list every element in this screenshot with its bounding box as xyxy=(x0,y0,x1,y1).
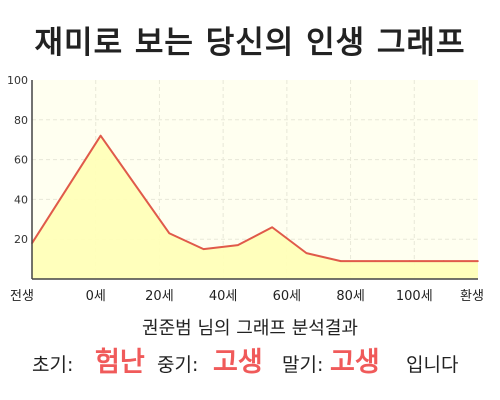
page-title: 재미로 보는 당신의 인생 그래프 xyxy=(34,25,466,61)
late-label: 말기: xyxy=(282,354,324,376)
summary-suffix: 님의 그래프 분석결과 xyxy=(197,318,358,339)
mid-value: 고생 xyxy=(213,347,263,378)
y-tick-label: 100 xyxy=(7,74,28,87)
data-point xyxy=(271,226,273,229)
y-tick-label: 60 xyxy=(14,154,28,167)
user-name: 권준범 xyxy=(142,318,192,339)
data-point xyxy=(99,134,102,137)
x-tick-label: 40세 xyxy=(209,289,238,304)
early-value: 험난 xyxy=(95,347,145,378)
late-value: 고생 xyxy=(330,347,380,378)
mid-label: 중기: xyxy=(157,354,199,376)
data-point xyxy=(339,260,342,262)
data-point xyxy=(168,232,171,235)
x-tick-label: 0세 xyxy=(86,289,106,304)
x-tick-label: 60세 xyxy=(273,289,302,304)
analysis-summary: 권준범 님의 그래프 분석결과 xyxy=(0,320,500,338)
life-area-fill xyxy=(32,135,478,279)
life-graph-chart: 20 40 60 80 100 전생 0세 20세 40세 60세 80세 100세 환생 xyxy=(7,74,484,304)
data-point xyxy=(374,260,376,262)
result-ending: 입니다 xyxy=(406,354,459,376)
y-tick-label: 40 xyxy=(14,193,28,206)
life-line xyxy=(31,134,478,263)
data-point xyxy=(477,260,479,262)
analysis-result: 초기: 험난 중기: 고생 말기: 고생 입니다 xyxy=(0,346,500,380)
data-point xyxy=(202,248,205,250)
data-point xyxy=(408,260,411,262)
x-tick-label: 20세 xyxy=(145,289,174,304)
x-tick-label: 환생 xyxy=(460,289,484,304)
early-label: 초기: xyxy=(32,354,74,376)
data-point xyxy=(237,244,239,246)
y-tick-label: 20 xyxy=(14,233,28,246)
data-point xyxy=(442,260,445,262)
y-tick-label: 80 xyxy=(14,114,28,127)
x-tick-label: 80세 xyxy=(336,289,365,304)
x-tick-label: 100세 xyxy=(396,289,433,304)
data-point xyxy=(305,252,308,254)
x-tick-label: 전생 xyxy=(10,289,34,304)
